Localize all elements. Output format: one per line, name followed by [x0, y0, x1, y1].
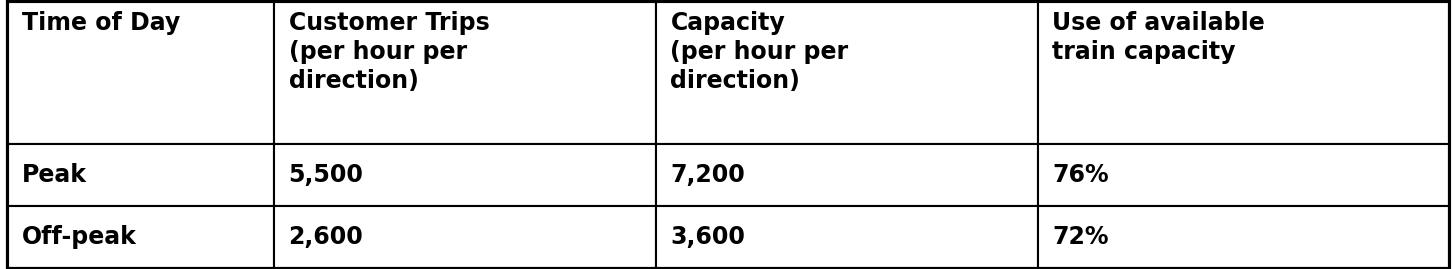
- Text: 5,500: 5,500: [288, 163, 364, 187]
- Bar: [7, 206, 274, 268]
- Text: 76%: 76%: [1053, 163, 1109, 187]
- Bar: [655, 206, 1038, 268]
- Text: 2,600: 2,600: [288, 225, 363, 249]
- Bar: [1038, 144, 1449, 206]
- Bar: [1038, 1, 1449, 144]
- Bar: [1038, 206, 1449, 268]
- Text: Capacity
(per hour per
direction): Capacity (per hour per direction): [671, 11, 849, 93]
- Bar: [655, 144, 1038, 206]
- Bar: [7, 144, 274, 206]
- Bar: [274, 206, 655, 268]
- Text: 72%: 72%: [1053, 225, 1109, 249]
- Text: 3,600: 3,600: [671, 225, 745, 249]
- Bar: [274, 1, 655, 144]
- Text: 7,200: 7,200: [671, 163, 745, 187]
- Text: Customer Trips
(per hour per
direction): Customer Trips (per hour per direction): [288, 11, 489, 93]
- Text: Use of available
train capacity: Use of available train capacity: [1053, 11, 1265, 64]
- Text: Time of Day: Time of Day: [22, 11, 181, 35]
- Bar: [655, 1, 1038, 144]
- Bar: [274, 144, 655, 206]
- Text: Off-peak: Off-peak: [22, 225, 137, 249]
- Text: Peak: Peak: [22, 163, 87, 187]
- Bar: [7, 1, 274, 144]
